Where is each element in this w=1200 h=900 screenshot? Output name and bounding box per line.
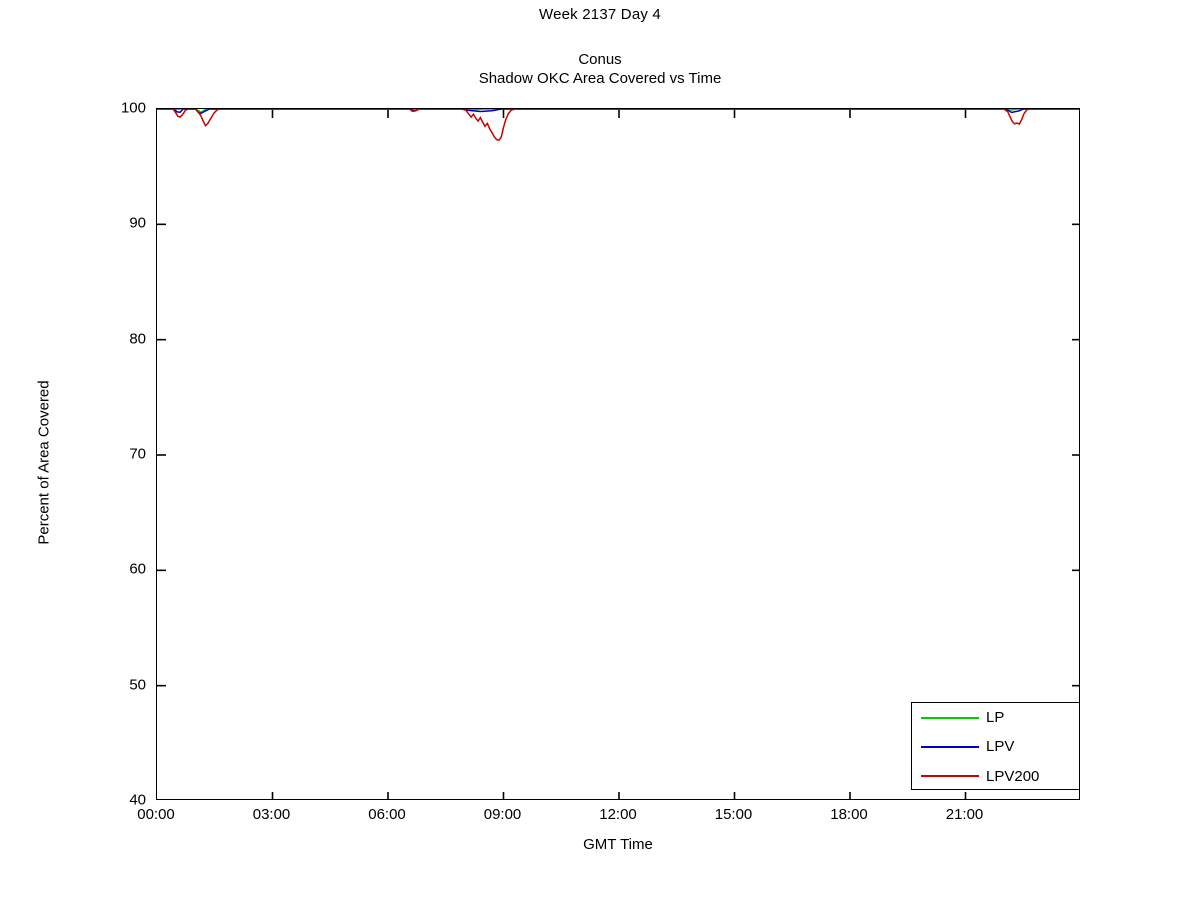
plot-area [156,108,1080,800]
y-tick-label-80: 80 [129,330,146,348]
y-tick-label-90: 90 [129,214,146,232]
y-tick-label-40: 40 [129,791,146,809]
y-tick-label-50: 50 [129,676,146,694]
chart-legend: LP LPV LPV200 [911,702,1080,790]
legend-entry-lp[interactable]: LP [912,703,1079,732]
legend-label: LPV [986,738,1015,756]
chart-subtitle: Shadow OKC Area Covered vs Time [478,70,722,87]
x-axis-label: GMT Time [583,836,653,853]
legend-entry-lpv[interactable]: LPV [912,732,1079,761]
y-tick-label-100: 100 [120,99,146,117]
series-plot [157,109,1079,799]
legend-swatch-lpv200-icon [921,775,979,778]
y-tick-label-60: 60 [129,560,146,578]
y-axis-label: Percent of Area Covered [35,380,53,545]
legend-swatch-lpv-icon [921,745,979,748]
chart-title-block: Conus Shadow OKC Area Covered vs Time [0,50,1200,88]
x-tick-label-1500: 15:00 [714,806,753,823]
legend-label: LPV200 [986,767,1040,785]
y-tick-label-70: 70 [129,445,146,463]
legend-label: LP [986,709,1005,727]
chart-title: Conus [578,51,622,68]
x-tick-label-1200: 12:00 [599,806,637,823]
x-tick-label-0600: 06:00 [368,806,406,823]
x-tick-label-2100: 21:00 [945,806,984,823]
legend-entry-lpv200[interactable]: LPV200 [912,762,1079,791]
figure-suptitle: Week 2137 Day 4 [539,6,661,23]
legend-swatch-lp-icon [921,716,979,719]
x-tick-label-1800: 18:00 [830,806,868,823]
x-tick-label-0900: 09:00 [483,806,522,823]
series-line-lpv200 [157,109,1079,141]
x-tick-label-0300: 03:00 [252,806,291,823]
x-tick-label-0000: 00:00 [137,806,175,823]
